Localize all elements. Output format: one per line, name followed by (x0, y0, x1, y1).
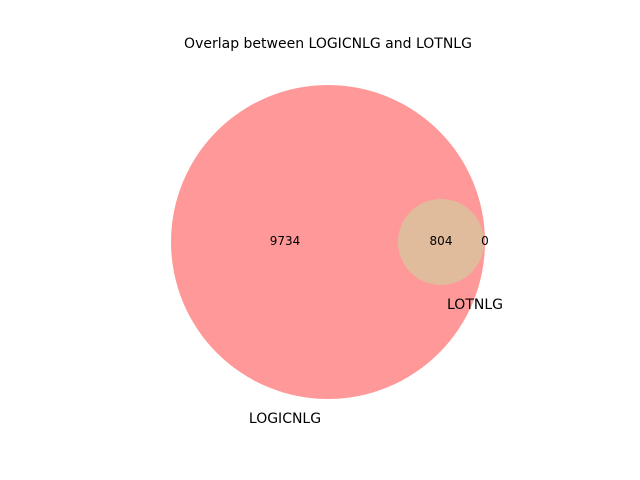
lotnlg-label: LOTNLG (447, 297, 503, 313)
lotnlg-overlap-circle (398, 199, 484, 285)
chart-title: Overlap between LOGICNLG and LOTNLG (184, 36, 472, 52)
only-lotnlg-count: 0 (481, 234, 489, 248)
logicnlg-circle (171, 85, 485, 399)
logicnlg-label: LOGICNLG (249, 411, 321, 427)
intersection-count: 804 (430, 234, 453, 248)
only-logicnlg-count: 9734 (270, 234, 301, 248)
